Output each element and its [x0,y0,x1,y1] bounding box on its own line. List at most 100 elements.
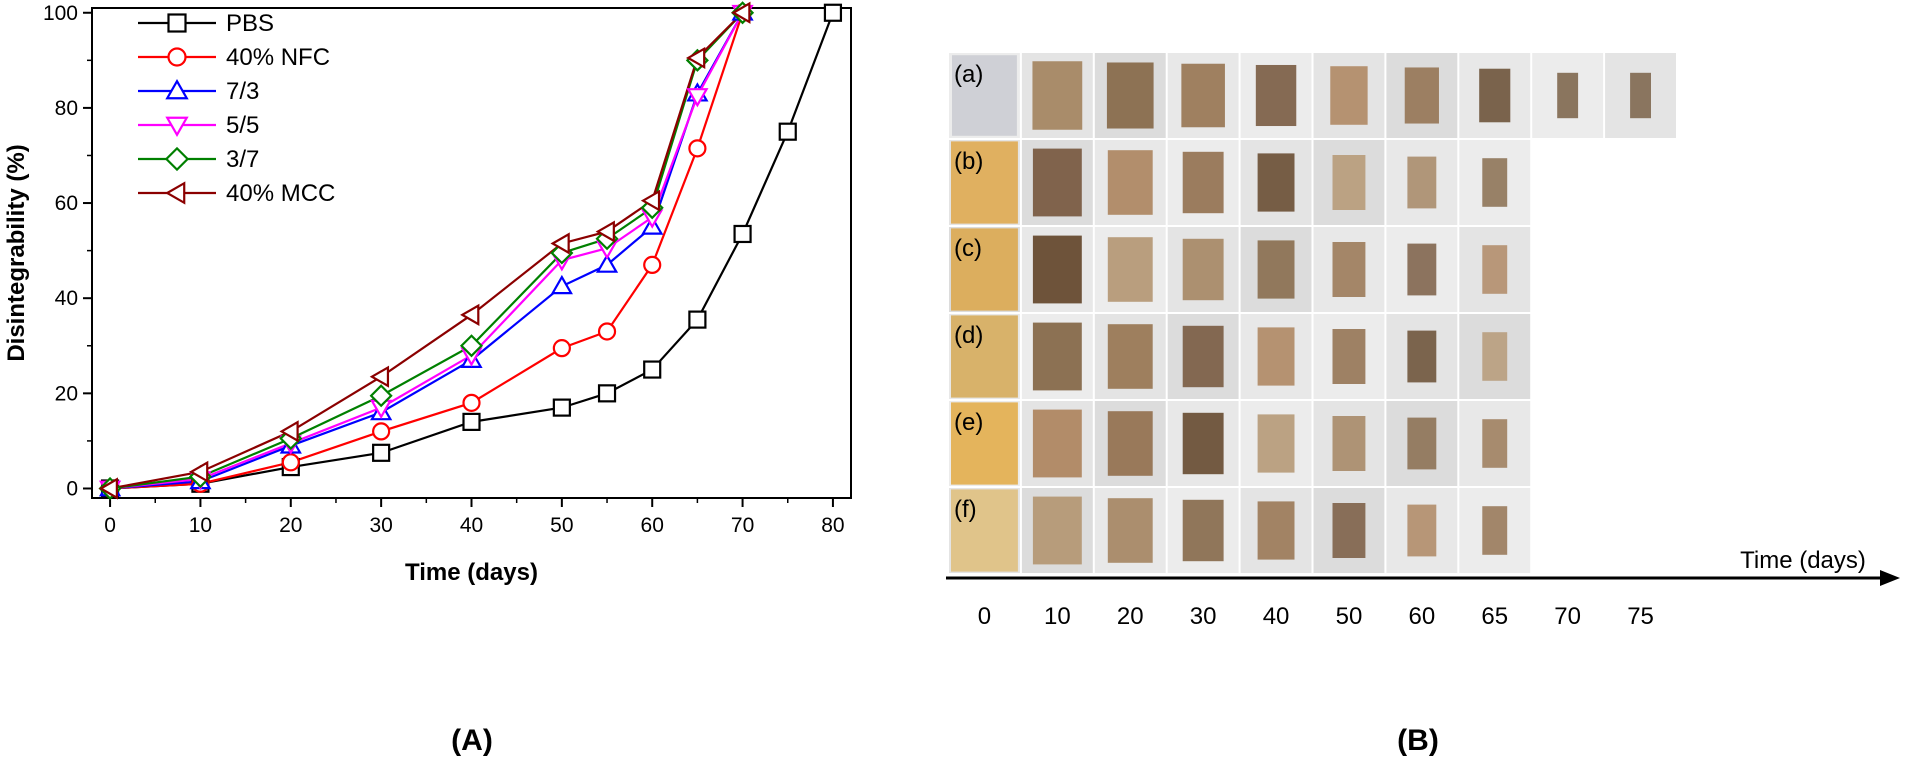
sample-film [1332,242,1366,297]
row-label: (f) [954,496,977,523]
y-tick-label: 0 [66,477,78,500]
data-point-pbs [778,122,797,141]
sample-film [1182,238,1224,301]
y-axis-title: Disintegrability (%) [3,144,30,361]
legend-marker-pbs [167,13,187,33]
sample-film [1182,151,1224,214]
row-label: (c) [954,235,982,262]
data-point-pbs [823,3,843,22]
data-point-40-mcc [685,46,706,70]
sample-film [1032,409,1082,478]
legend-marker-3-7 [164,146,190,172]
sample-film [1182,412,1224,475]
panel-a-line-chart: 0 10 20 30 40 50 60 70 80 0 20 40 60 80 100 PBS 40% NFC… [3,1,852,757]
sample-film [952,55,1017,136]
data-point-40-nfc [281,453,300,472]
sample-film [1332,503,1366,558]
data-point-pbs [733,224,752,244]
sample-film [1257,414,1295,473]
sample-film [1332,416,1366,471]
time-column-label: 40 [1263,603,1290,630]
sample-film [1257,240,1295,299]
sample-film [1182,499,1224,562]
row-label: (e) [954,409,983,436]
sample-film [1330,66,1368,125]
sample-film [1482,158,1508,207]
x-tick-label: 80 [821,514,844,537]
sample-film [1107,237,1153,302]
data-point-40-nfc [552,339,571,358]
sample-film [1482,419,1508,468]
sample-film [951,228,1018,311]
sample-film [951,489,1018,572]
sample-film [1032,148,1082,217]
sample-film [1181,63,1225,128]
time-column-label: 30 [1190,603,1217,630]
data-point-3-7 [459,334,484,358]
y-tick-label: 20 [55,382,78,405]
data-point-pbs [462,412,481,431]
sample-film [951,141,1018,224]
sample-film [1332,329,1366,384]
data-point-40-mcc [369,365,390,388]
y-tick-label: 100 [43,2,78,25]
sample-film [1032,61,1083,130]
series-line-40-nfc [110,12,744,490]
sample-film [1107,150,1153,215]
data-point-7-3 [595,253,619,273]
sample-film [1407,417,1437,470]
sample-film [1255,64,1297,127]
time-column-label: 60 [1408,603,1435,630]
data-point-40-nfc [688,139,707,158]
time-column-label: 20 [1117,603,1144,630]
sample-film [1407,243,1437,296]
sample-film [1032,496,1082,565]
legend-label-40-mcc: 40% MCC [226,180,335,207]
sample-film [1106,62,1154,129]
legend-marker-7-3 [165,79,189,100]
legend-label-3-7: 3/7 [226,146,259,173]
x-axis-title: Time (days) [405,559,538,586]
data-point-pbs [552,398,571,417]
time-axis-arrow [1880,570,1900,586]
data-point-40-mcc [731,1,751,24]
sample-film [1032,235,1082,304]
y-tick-label: 80 [55,97,78,120]
data-point-pbs [372,443,391,462]
sample-film [1482,332,1508,381]
data-point-40-mcc [550,232,570,255]
legend-label-5-5: 5/5 [226,112,259,139]
data-point-pbs [688,310,707,329]
sample-film [1482,506,1508,555]
panel-b-sample-grid: (a) (b) (c) (d) (e) (f) 0 10 20 30 40 50 60 65 70 75 T… [946,53,1900,757]
sample-film [1407,156,1437,209]
sample-film [1479,68,1511,123]
data-point-40-mcc [279,420,299,443]
data-point-40-mcc [189,460,209,483]
axis-ticks: 0 10 20 30 40 50 60 70 80 0 20 40 60 80 100 [43,2,845,537]
sample-film [1182,325,1224,388]
sample-film [1407,330,1437,383]
data-point-40-mcc [640,189,661,212]
data-point-40-nfc [372,422,391,441]
data-point-40-nfc [643,255,662,274]
panel-label-a: (A) [451,724,493,757]
row-label: (a) [954,61,983,88]
sample-film [1557,72,1579,119]
series-line-3-7 [109,11,744,490]
sample-photo-grid [949,53,1676,573]
sample-film [1032,322,1082,391]
sample-film [1332,155,1366,210]
time-column-label: 75 [1627,603,1654,630]
series-line-40-mcc [109,11,744,490]
time-column-label: 10 [1044,603,1071,630]
data-point-5-5 [686,88,709,108]
sample-film [1407,504,1437,557]
sample-film [1257,327,1295,386]
sample-film [1257,501,1295,560]
x-tick-label: 40 [460,514,483,537]
sample-film [951,402,1018,485]
data-point-3-7 [369,384,393,408]
sample-film [1630,72,1651,119]
